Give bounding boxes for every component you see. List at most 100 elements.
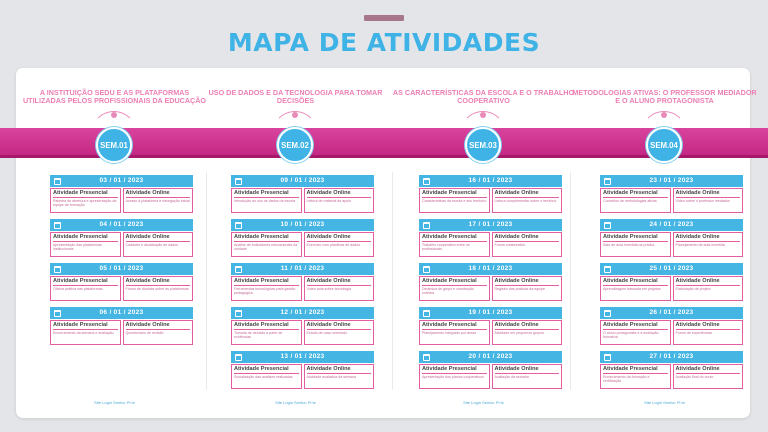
online-label: Atividade Online — [494, 322, 539, 328]
week-badge[interactable]: SEM.01 — [96, 127, 132, 163]
week-badge[interactable]: SEM.04 — [646, 127, 682, 163]
date-bar[interactable]: 03 / 01 / 2023 — [50, 175, 193, 187]
presencial-activity[interactable]: Atividade Presencial Análise de indicador… — [231, 232, 302, 257]
date-bar[interactable]: 19 / 01 / 2023 — [419, 307, 562, 319]
activity-underline — [234, 285, 299, 286]
presencial-activity[interactable]: Atividade Presencial Trabalho cooperativo… — [419, 232, 490, 257]
presencial-description: Introdução ao uso de dados na escola — [234, 199, 295, 203]
column-footer-link[interactable]: Site Login Senha: Pl te — [94, 400, 135, 405]
presencial-activity[interactable]: Atividade Presencial Planejamento integra… — [419, 320, 490, 345]
online-activity[interactable]: Atividade Online Registro das práticas da… — [491, 276, 562, 301]
presencial-activity[interactable]: Atividade Presencial Dinâmica de grupo e … — [419, 276, 490, 301]
online-activity[interactable]: Atividade Online Estudo de caso orientado — [303, 320, 374, 345]
presencial-activity[interactable]: Atividade Presencial Oficina prática nas … — [50, 276, 121, 301]
presencial-activity[interactable]: Atividade Presencial Encerramento da form… — [600, 364, 671, 389]
presencial-activity[interactable]: Atividade Presencial Apresentação dos pla… — [419, 364, 490, 389]
day-list: 23 / 01 / 2023 Atividade Presencial Concei… — [600, 175, 743, 395]
date-bar[interactable]: 27 / 01 / 2023 — [600, 351, 743, 363]
presencial-activity[interactable]: Atividade Presencial Introdução ao uso de… — [231, 188, 302, 213]
presencial-activity[interactable]: Atividade Presencial O aluno protagonista… — [600, 320, 671, 345]
day-card: 23 / 01 / 2023 Atividade Presencial Concei… — [600, 175, 743, 219]
online-activity[interactable]: Atividade Online Vídeo sobre o professor … — [672, 188, 743, 213]
date-label: 24 / 01 / 2023 — [649, 221, 694, 228]
online-activity[interactable]: Atividade Online Atividade avaliativa da … — [303, 364, 374, 389]
date-bar[interactable]: 18 / 01 / 2023 — [419, 263, 562, 275]
activity-underline — [125, 197, 190, 198]
date-bar[interactable]: 17 / 01 / 2023 — [419, 219, 562, 231]
presencial-activity[interactable]: Atividade Presencial Aprendizagem baseada… — [600, 276, 671, 301]
date-bar[interactable]: 06 / 01 / 2023 — [50, 307, 193, 319]
badge-dot — [661, 112, 667, 118]
day-list: 09 / 01 / 2023 Atividade Presencial Introd… — [231, 175, 374, 395]
date-bar[interactable]: 23 / 01 / 2023 — [600, 175, 743, 187]
presencial-activity[interactable]: Atividade Presencial Sala de aula inverti… — [600, 232, 671, 257]
day-card: 04 / 01 / 2023 Atividade Presencial Aprese… — [50, 219, 193, 263]
calendar-icon — [604, 265, 611, 273]
day-card: 03 / 01 / 2023 Atividade Presencial Palest… — [50, 175, 193, 219]
online-activity[interactable]: Atividade Online Leitura de material de a… — [303, 188, 374, 213]
presencial-activity[interactable]: Atividade Presencial Apresentação das pla… — [50, 232, 121, 257]
activity-underline — [675, 241, 740, 242]
date-bar[interactable]: 16 / 01 / 2023 — [419, 175, 562, 187]
presencial-activity[interactable]: Atividade Presencial Ferramentas tecnológ… — [231, 276, 302, 301]
activity-underline — [53, 285, 118, 286]
online-activity[interactable]: Atividade Online Fórum de experiências — [672, 320, 743, 345]
online-activity[interactable]: Atividade Online Questionário de revisão — [122, 320, 193, 345]
calendar-icon — [54, 265, 61, 273]
day-card: 20 / 01 / 2023 Atividade Presencial Aprese… — [419, 351, 562, 395]
badge-arc — [272, 111, 318, 157]
calendar-icon — [604, 353, 611, 361]
date-bar[interactable]: 24 / 01 / 2023 — [600, 219, 743, 231]
online-label: Atividade Online — [675, 234, 720, 240]
presencial-description: Análise de indicadores educacionais da u… — [234, 243, 298, 252]
column-footer-link[interactable]: Site Login Senha: Pl te — [463, 400, 504, 405]
online-activity[interactable]: Atividade Online Vídeo aula sobre tecnolo… — [303, 276, 374, 301]
presencial-activity[interactable]: Atividade Presencial Características da e… — [419, 188, 490, 213]
activity-underline — [234, 373, 299, 374]
day-card: 11 / 01 / 2023 Atividade Presencial Ferram… — [231, 263, 374, 307]
date-bar[interactable]: 09 / 01 / 2023 — [231, 175, 374, 187]
online-activity[interactable]: Atividade Online Planejamento de aula inv… — [672, 232, 743, 257]
column-footer-link[interactable]: Site Login Senha: Pl te — [275, 400, 316, 405]
online-activity[interactable]: Atividade Online Avaliação da semana — [491, 364, 562, 389]
activity-underline — [675, 329, 740, 330]
week-badge[interactable]: SEM.02 — [277, 127, 313, 163]
badge-dot — [292, 112, 298, 118]
online-label: Atividade Online — [306, 234, 351, 240]
calendar-icon — [235, 177, 242, 185]
column-footer-link[interactable]: Site Login Senha: Pl te — [644, 400, 685, 405]
presencial-activity[interactable]: Atividade Presencial Socialização das aná… — [231, 364, 302, 389]
date-bar[interactable]: 12 / 01 / 2023 — [231, 307, 374, 319]
date-bar[interactable]: 04 / 01 / 2023 — [50, 219, 193, 231]
activity-underline — [675, 285, 740, 286]
online-activity[interactable]: Atividade Online Leitura complementar sob… — [491, 188, 562, 213]
date-label: 20 / 01 / 2023 — [468, 353, 513, 360]
activity-underline — [53, 241, 118, 242]
date-bar[interactable]: 20 / 01 / 2023 — [419, 351, 562, 363]
online-activity[interactable]: Atividade Online Cadastro e atualização d… — [122, 232, 193, 257]
online-activity[interactable]: Atividade Online Fórum colaborativo — [491, 232, 562, 257]
calendar-icon — [423, 309, 430, 317]
calendar-icon — [235, 265, 242, 273]
online-activity[interactable]: Atividade Online Atividade em pequenos gr… — [491, 320, 562, 345]
date-label: 19 / 01 / 2023 — [468, 309, 513, 316]
date-bar[interactable]: 26 / 01 / 2023 — [600, 307, 743, 319]
presencial-activity[interactable]: Atividade Presencial Encerramento da sema… — [50, 320, 121, 345]
week-badge[interactable]: SEM.03 — [465, 127, 501, 163]
date-bar[interactable]: 10 / 01 / 2023 — [231, 219, 374, 231]
online-activity[interactable]: Atividade Online Avaliação final do curso — [672, 364, 743, 389]
date-label: 09 / 01 / 2023 — [280, 177, 325, 184]
date-bar[interactable]: 13 / 01 / 2023 — [231, 351, 374, 363]
online-activity[interactable]: Atividade Online Elaboração de projeto — [672, 276, 743, 301]
date-bar[interactable]: 05 / 01 / 2023 — [50, 263, 193, 275]
online-activity[interactable]: Atividade Online Fórum de dúvidas sobre a… — [122, 276, 193, 301]
presencial-activity[interactable]: Atividade Presencial Conceitos de metodol… — [600, 188, 671, 213]
online-activity[interactable]: Atividade Online Acesso à plataforma e na… — [122, 188, 193, 213]
presencial-activity[interactable]: Atividade Presencial Tomada de decisão a … — [231, 320, 302, 345]
date-bar[interactable]: 11 / 01 / 2023 — [231, 263, 374, 275]
date-bar[interactable]: 25 / 01 / 2023 — [600, 263, 743, 275]
online-description: Questionário de revisão — [125, 331, 164, 335]
activity-underline — [494, 241, 559, 242]
online-activity[interactable]: Atividade Online Exercício com planilhas … — [303, 232, 374, 257]
presencial-activity[interactable]: Atividade Presencial Palestra de abertura… — [50, 188, 121, 213]
